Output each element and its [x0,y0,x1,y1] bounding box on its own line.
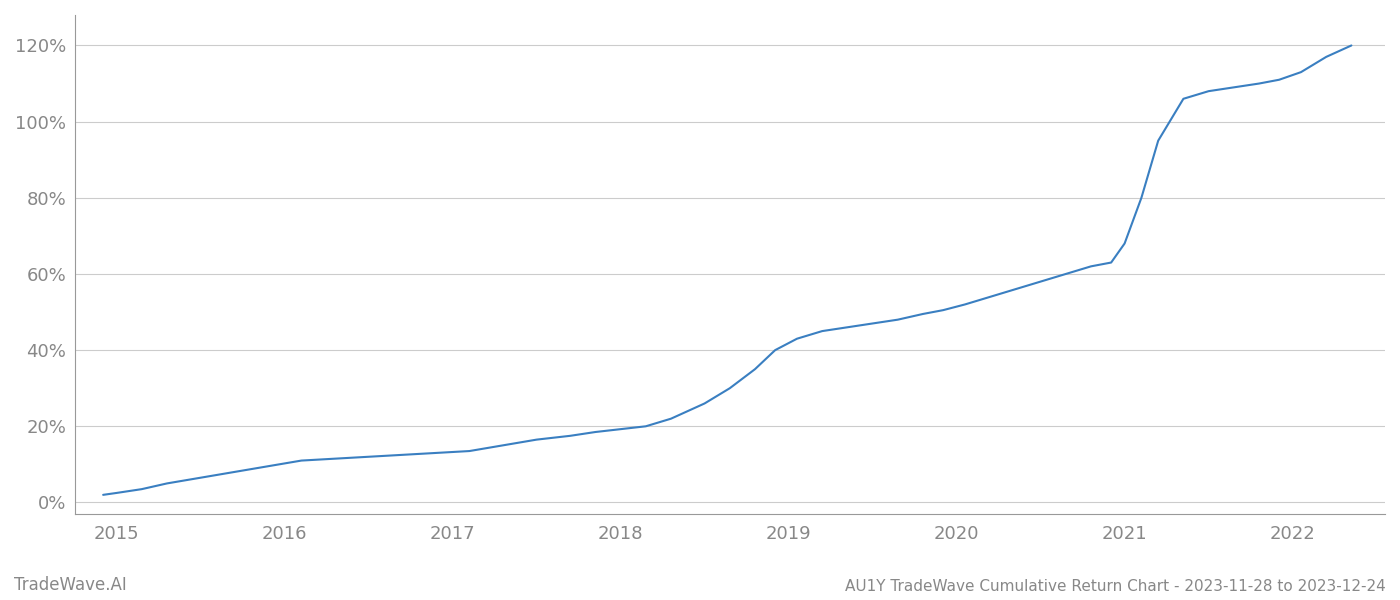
Text: TradeWave.AI: TradeWave.AI [14,576,127,594]
Text: AU1Y TradeWave Cumulative Return Chart - 2023-11-28 to 2023-12-24: AU1Y TradeWave Cumulative Return Chart -… [846,579,1386,594]
